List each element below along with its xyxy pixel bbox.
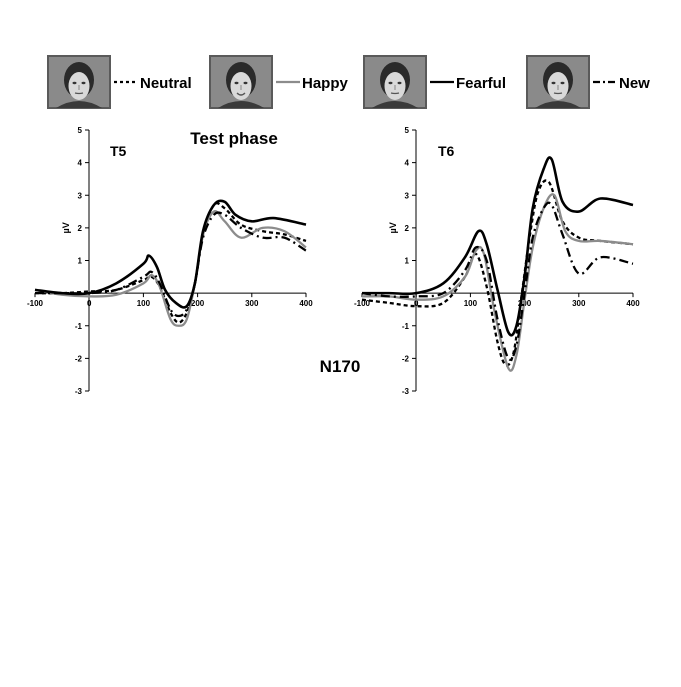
y-tick-label: 3: [78, 191, 83, 200]
y-tick-label: -3: [75, 387, 83, 396]
series-line-happy: [361, 193, 634, 372]
y-tick-label: 5: [78, 126, 83, 135]
x-tick-label: 300: [572, 299, 586, 308]
legend-item-fearful: Fearful: [363, 55, 506, 109]
y-tick-label: 5: [405, 126, 410, 135]
legend-item-new: New: [526, 55, 650, 109]
y-axis-label: µV: [61, 222, 71, 233]
series-line-new: [35, 211, 307, 318]
legend: Neutral Happy Fearful New: [47, 55, 650, 109]
legend-label: Fearful: [456, 75, 506, 92]
y-tick-label: 1: [405, 257, 410, 266]
x-tick-label: 100: [137, 299, 151, 308]
x-tick-label: 0: [414, 299, 419, 308]
y-tick-label: -1: [75, 322, 83, 331]
y-tick-label: -1: [402, 322, 410, 331]
y-tick-label: -2: [75, 354, 83, 363]
y-tick-label: 4: [78, 159, 83, 168]
series-line-neutral: [361, 179, 634, 367]
series-line-happy: [34, 210, 307, 327]
legend-item-neutral: Neutral: [47, 55, 192, 109]
legend-label: Happy: [302, 75, 349, 92]
y-tick-label: -3: [402, 387, 410, 396]
face-happy-icon: [209, 55, 273, 109]
face-new-icon: [526, 55, 590, 109]
legend-label: New: [619, 75, 650, 92]
y-tick-label: 2: [78, 224, 83, 233]
panel-label: T5: [110, 143, 127, 159]
chart-title: Test phase: [190, 129, 278, 148]
face-fearful-icon: [363, 55, 427, 109]
panel-t5: -3 -2 -1 1 2 3 4 5 -100 0 100 200 300 400 µV T5: [27, 126, 313, 396]
y-tick-label: 2: [405, 224, 410, 233]
y-tick-label: 1: [78, 257, 83, 266]
face-neutral-icon: [47, 55, 111, 109]
y-tick-label: -2: [402, 354, 410, 363]
panel-label: T6: [438, 143, 455, 159]
series-line-neutral: [34, 202, 307, 324]
x-tick-label: 100: [464, 299, 478, 308]
series-line-fearful: [362, 156, 634, 337]
y-axis-label: µV: [388, 222, 398, 233]
x-tick-label: 400: [626, 299, 640, 308]
legend-label: Neutral: [140, 75, 192, 92]
y-tick-label: 3: [405, 191, 410, 200]
x-tick-label: -100: [354, 299, 371, 308]
x-tick-label: 0: [87, 299, 92, 308]
x-tick-label: 300: [245, 299, 259, 308]
series-line-fearful: [34, 199, 307, 309]
x-tick-label: 200: [191, 299, 205, 308]
y-tick-label: 4: [405, 159, 410, 168]
x-tick-label: -100: [27, 299, 44, 308]
x-tick-label: 400: [299, 299, 313, 308]
legend-item-happy: Happy: [209, 55, 349, 109]
series-line-new: [361, 201, 634, 361]
component-label: N170: [320, 357, 361, 376]
